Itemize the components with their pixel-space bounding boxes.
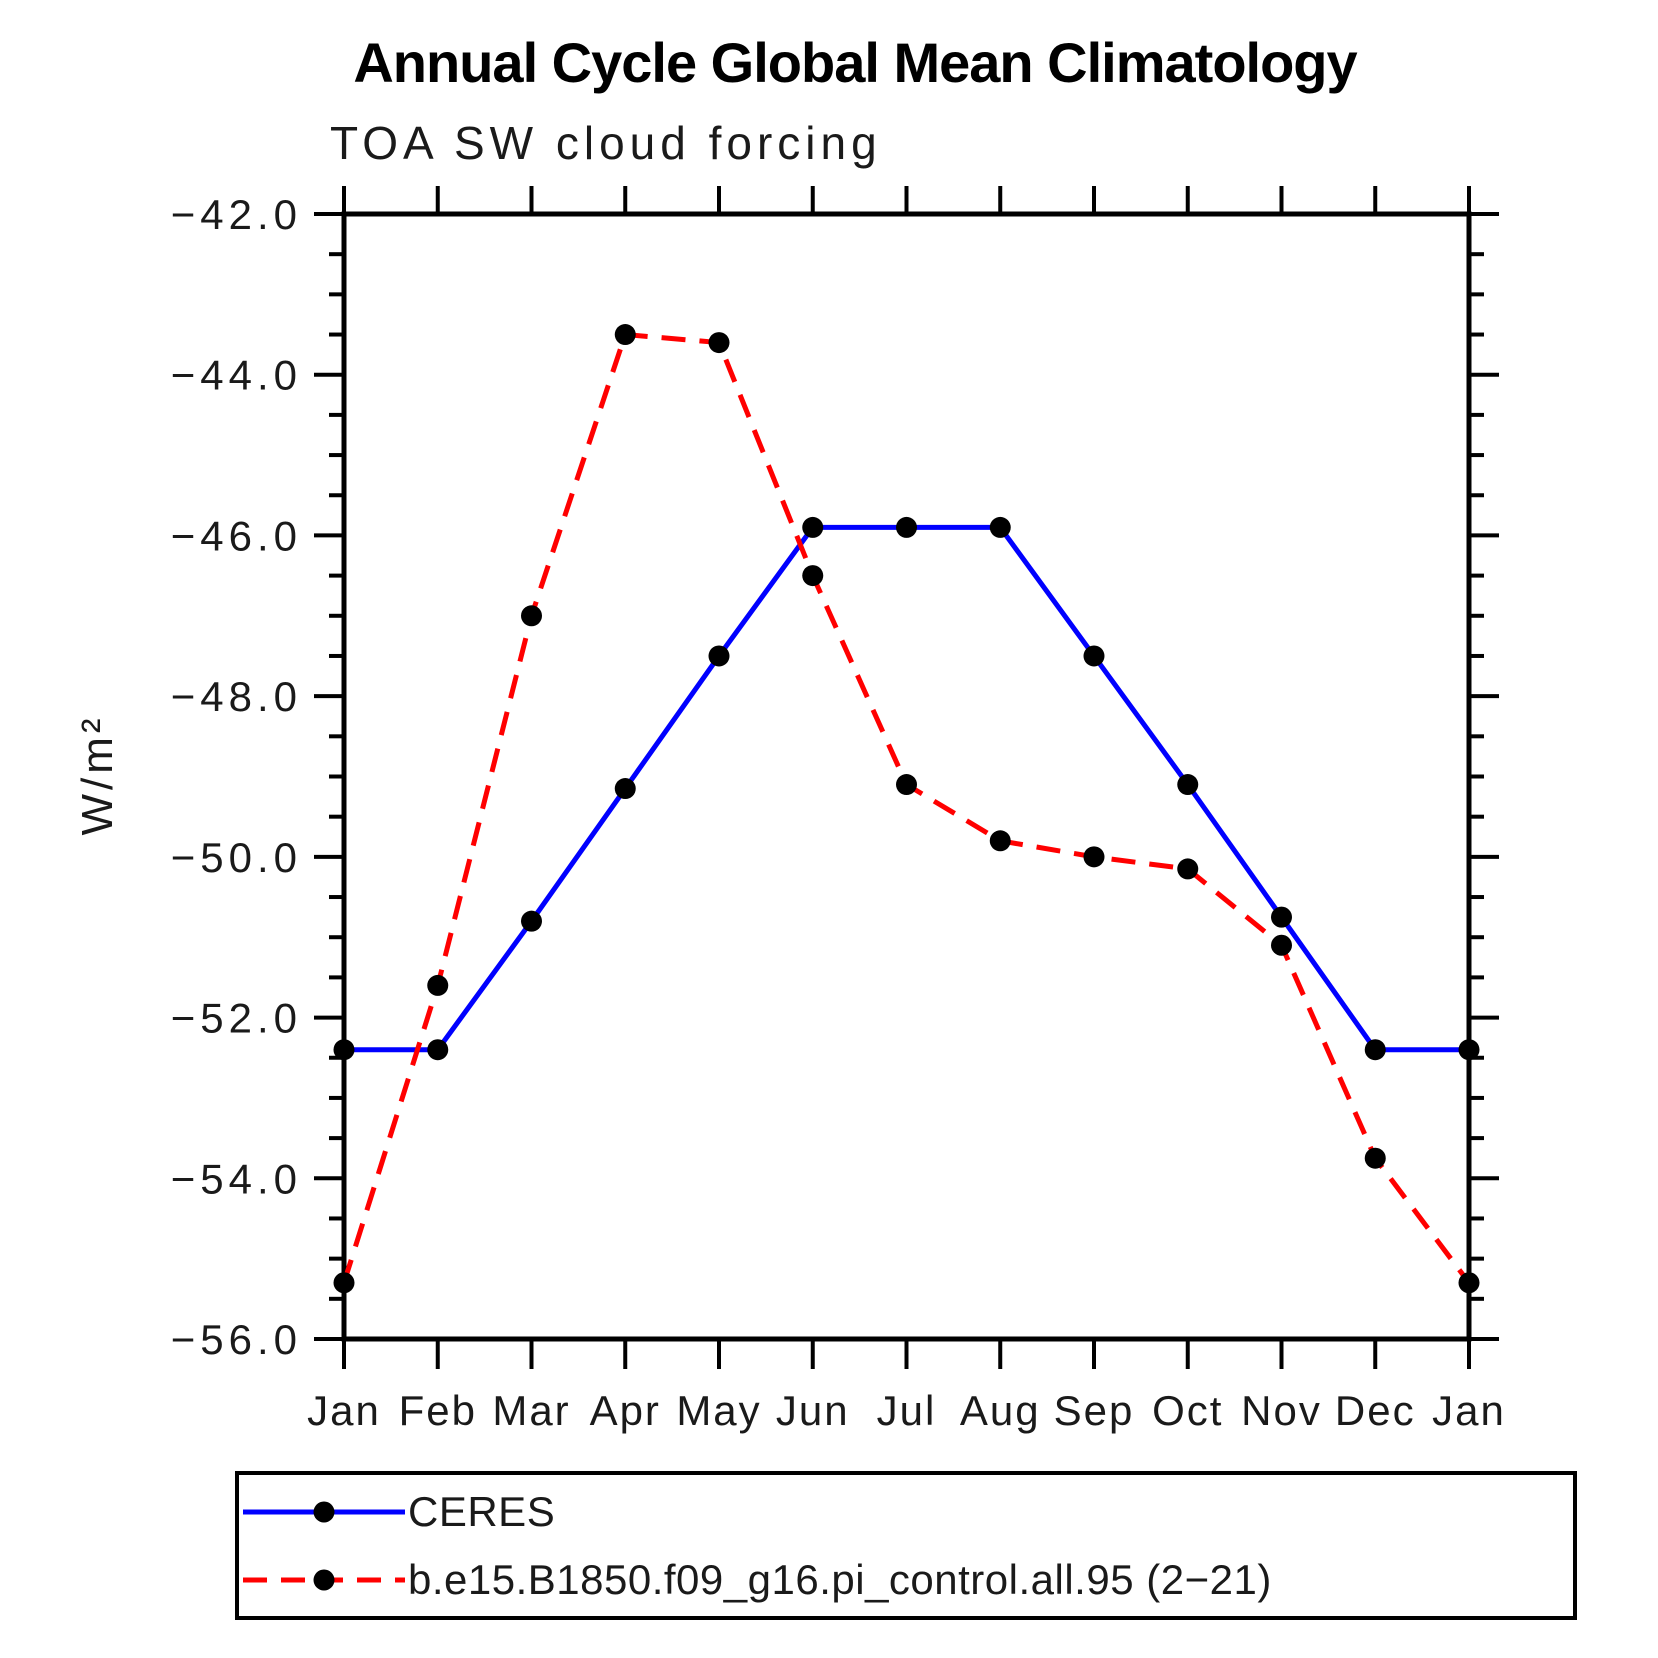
x-tick-label: Jan: [1432, 1387, 1506, 1434]
data-point-marker: [333, 1039, 355, 1061]
chart-subtitle: TOA SW cloud forcing: [330, 117, 882, 169]
y-tick-label: −56.0: [171, 1316, 302, 1363]
page-title: Annual Cycle Global Mean Climatology: [353, 31, 1357, 94]
x-tick-label: Dec: [1335, 1387, 1416, 1434]
data-point-marker: [1271, 934, 1292, 956]
data-point-marker: [1177, 774, 1199, 796]
data-point-marker: [989, 516, 1011, 538]
legend-line-sample-model: [243, 1569, 405, 1590]
x-tick-label: Oct: [1152, 1387, 1223, 1434]
data-point-marker: [802, 565, 824, 587]
data-point-marker: [427, 1039, 449, 1061]
data-point-marker: [1364, 1039, 1386, 1061]
data-point-marker: [427, 974, 449, 996]
x-tick-label: Aug: [960, 1387, 1041, 1434]
x-tick-label: Feb: [399, 1387, 477, 1434]
data-point-marker: [1271, 906, 1292, 928]
y-tick-label: −50.0: [171, 834, 302, 881]
data-point-marker: [708, 645, 730, 667]
x-tick-label: Jun: [776, 1387, 850, 1434]
legend-item-ceres: CERES: [243, 1478, 1573, 1546]
axis-frame: [341, 211, 1472, 1342]
legend-label-model: b.e15.B1850.f09_g16.pi_control.all.95 (2…: [408, 1555, 1272, 1603]
x-tick-label: Jan: [307, 1387, 381, 1434]
y-tick-label: −42.0: [171, 191, 302, 238]
x-tick-label: Nov: [1241, 1387, 1322, 1434]
x-tick-label: Apr: [590, 1387, 661, 1434]
legend-label-ceres: CERES: [408, 1487, 556, 1535]
data-point-marker: [1083, 645, 1105, 667]
x-tick-label: Mar: [492, 1387, 570, 1434]
data-point-marker: [1458, 1039, 1480, 1061]
data-point-marker: [802, 516, 824, 538]
x-tick-label: May: [676, 1387, 761, 1434]
data-point-marker: [614, 324, 636, 346]
data-point-marker: [708, 332, 730, 354]
legend-sample-marker: [313, 1569, 335, 1590]
data-point-marker: [1364, 1147, 1386, 1169]
data-point-marker: [1458, 1272, 1480, 1294]
legend-line-sample-ceres: [243, 1501, 405, 1522]
data-point-marker: [1083, 846, 1105, 868]
legend-item-model: b.e15.B1850.f09_g16.pi_control.all.95 (2…: [243, 1546, 1573, 1614]
y-tick-label: −48.0: [171, 673, 302, 720]
data-point-marker: [896, 774, 917, 796]
data-point-marker: [1177, 858, 1199, 880]
data-point-marker: [896, 516, 917, 538]
data-point-marker: [614, 778, 636, 800]
data-point-marker: [521, 605, 542, 627]
data-point-marker: [521, 910, 542, 932]
y-tick-label: −54.0: [171, 1155, 302, 1202]
model-line: [341, 331, 1471, 1285]
data-point-marker: [989, 830, 1011, 852]
y-tick-label: −46.0: [171, 512, 302, 559]
x-tick-label: Sep: [1054, 1387, 1135, 1434]
y-tick-label: −44.0: [171, 352, 302, 399]
x-tick-label: Jul: [877, 1387, 937, 1434]
y-tick-label: −52.0: [171, 995, 302, 1042]
legend: CERES b.e15.B1850.f09_g16.pi_control.all…: [235, 1471, 1577, 1620]
data-point-marker: [333, 1272, 355, 1294]
legend-sample-marker: [313, 1501, 335, 1522]
